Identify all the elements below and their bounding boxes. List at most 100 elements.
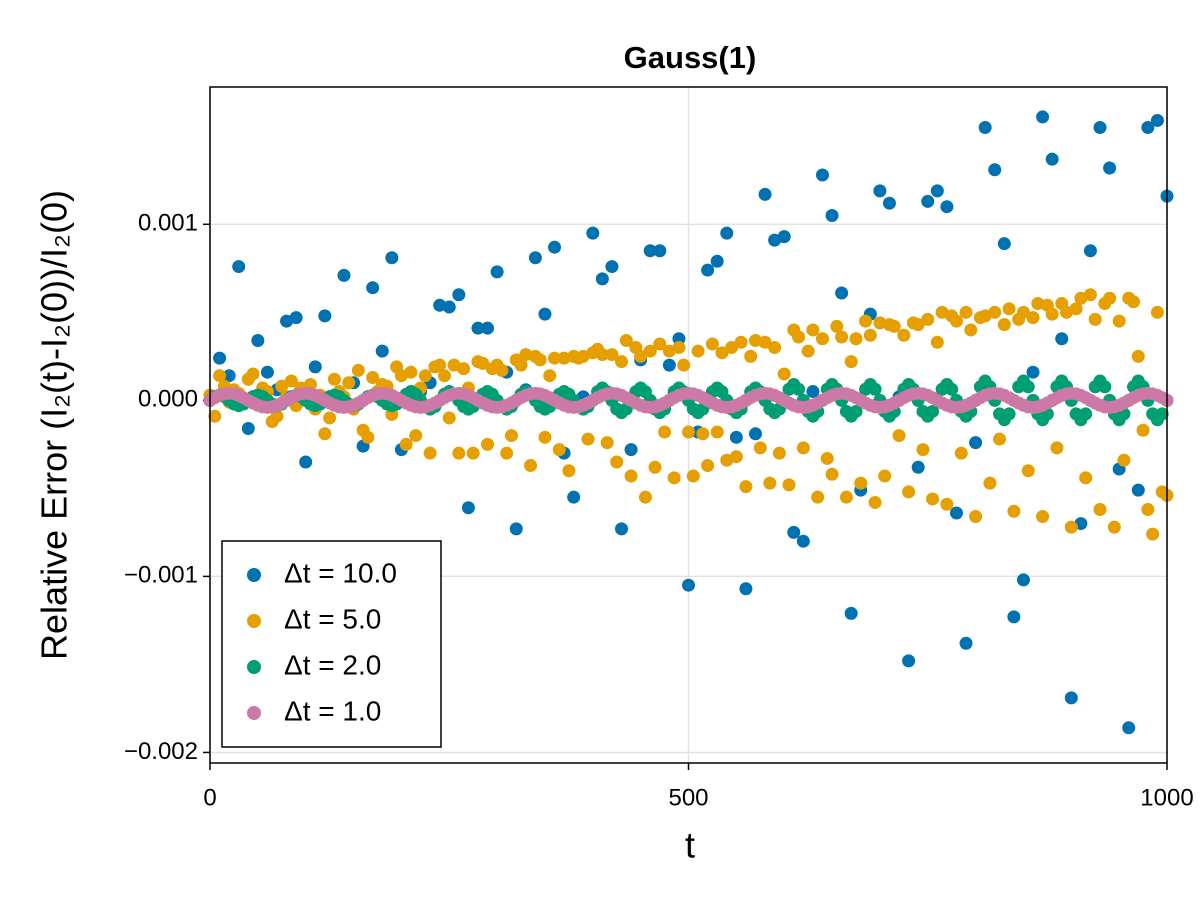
point [1093,503,1107,516]
point [466,446,480,460]
point [500,446,514,460]
point [1117,453,1131,467]
point [777,230,791,244]
point [959,305,973,319]
point [495,363,509,377]
point [1079,471,1093,485]
point [375,344,389,358]
point [1093,120,1107,134]
point [653,337,667,351]
point [796,441,810,455]
point [849,404,863,418]
point [739,480,753,494]
point [1026,365,1040,379]
point [792,382,806,396]
point [1141,120,1155,134]
point [710,254,724,268]
point [1112,314,1126,328]
point [758,187,772,201]
point [701,263,715,277]
point [662,358,676,372]
point [1150,113,1164,127]
point [715,346,729,360]
point [251,334,265,347]
point [844,355,858,369]
point [1026,311,1040,325]
point [366,281,380,295]
chart-title: Gauss(1) [624,40,757,75]
point [988,305,1002,319]
point [940,497,954,511]
point [509,522,523,536]
point [361,430,375,444]
point [342,376,356,390]
point [260,365,274,379]
point [911,460,925,474]
point [1007,610,1021,624]
point [643,344,657,358]
point [1021,464,1035,478]
point [457,362,471,376]
point [1036,110,1050,124]
plot-frame [209,86,1168,764]
point [653,244,667,258]
point [815,168,829,182]
point [701,458,715,472]
point [902,485,916,499]
point [548,240,562,254]
point [528,251,542,265]
point [514,358,528,372]
point [476,356,490,370]
point [705,337,719,351]
point [595,272,609,286]
point [471,321,485,335]
legend-marker [247,568,261,582]
point [605,348,619,362]
point [672,341,686,355]
point [729,430,743,444]
point [902,654,916,668]
point [308,360,322,374]
point [820,451,834,465]
point [825,467,839,481]
point [533,353,547,367]
point [299,455,313,469]
point [882,196,896,210]
point [682,578,695,592]
point [744,349,758,363]
point [682,425,695,439]
point [624,469,638,483]
legend-label: Δt = 5.0 [284,603,381,634]
point [638,490,652,504]
point [1107,520,1121,534]
point [543,369,557,383]
point [404,365,418,379]
point [753,441,767,455]
point [1103,161,1117,175]
point [768,341,782,355]
point [677,358,691,372]
point [844,606,858,620]
point [796,534,810,548]
point [954,446,968,460]
point [1036,510,1050,524]
point [1088,312,1102,326]
point [605,260,619,274]
point [997,237,1011,251]
point [1136,423,1150,437]
point [792,330,806,344]
point [1079,407,1093,421]
point [978,120,992,134]
point [1122,721,1136,735]
point [366,370,380,384]
point [806,385,820,399]
point [481,321,495,335]
point [835,286,849,300]
point [399,437,413,451]
point [868,495,882,509]
point [481,437,495,451]
point [548,351,562,365]
legend-marker [247,614,261,628]
point [442,411,456,425]
